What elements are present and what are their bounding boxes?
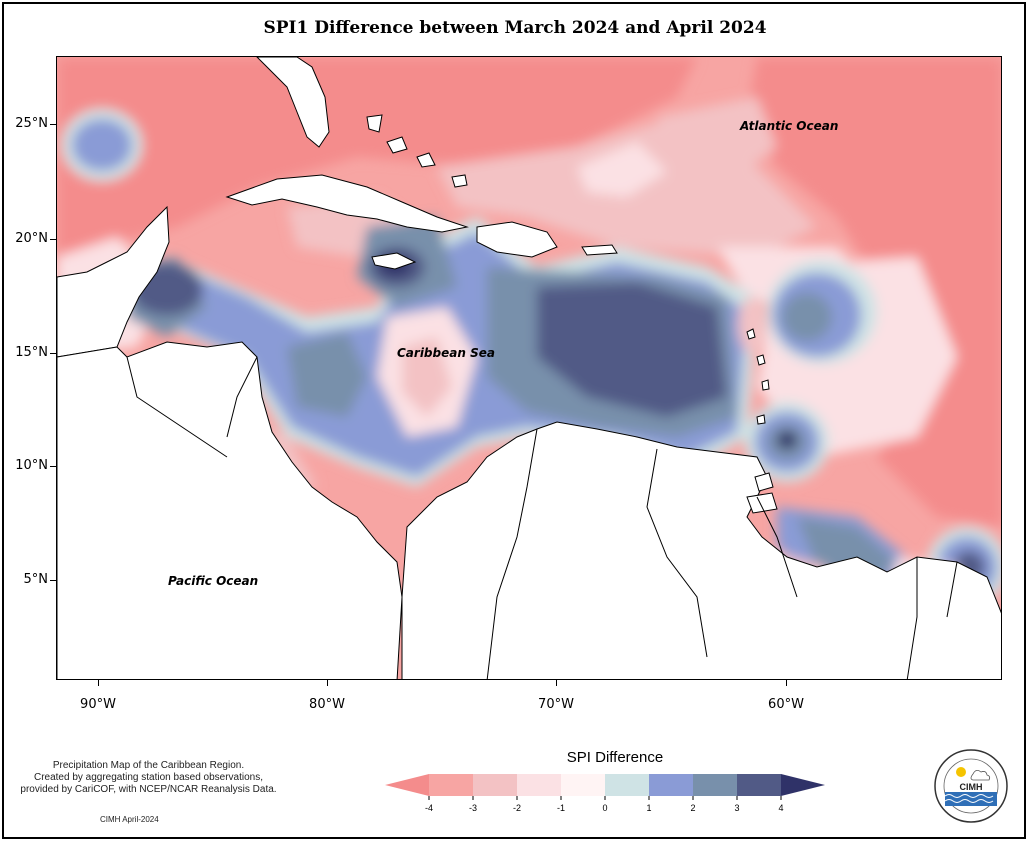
y-tick [50, 239, 56, 240]
y-tick [50, 580, 56, 581]
y-axis-label: 10°N [15, 458, 48, 473]
cloud-icon [970, 770, 991, 781]
legend-tick-label: -1 [556, 803, 565, 813]
spi-map-canvas [57, 57, 1001, 679]
credit-line: provided by CariCOF, with NCEP/NCAR Rean… [20, 784, 277, 795]
land-masses [57, 57, 1001, 679]
pacific-ocean-label: Pacific Ocean [168, 574, 259, 588]
legend-tick-label: 1 [646, 803, 652, 813]
credit-line: Created by aggregating station based obs… [33, 772, 264, 783]
sun-icon [956, 767, 966, 777]
legend-swatch [649, 774, 693, 796]
legend-tick-label: -4 [424, 803, 433, 813]
legend-tick-label: -2 [512, 803, 521, 813]
credits-date: CIMH April-2024 [100, 815, 159, 824]
cimh-logo-graphic: CIMH [934, 749, 1008, 823]
spi-map [56, 56, 1002, 680]
legend-swatch [473, 774, 517, 796]
credit-line: Precipitation Map of the Caribbean Regio… [52, 760, 245, 771]
water-icon [945, 792, 997, 806]
legend-tick-label: 0 [602, 803, 608, 813]
x-tick [327, 680, 328, 686]
x-axis-label: 70°W [538, 697, 574, 712]
y-tick [50, 466, 56, 467]
cimh-logo: CIMH [933, 748, 1009, 824]
credits-text: Precipitation Map of the Caribbean Regio… [6, 760, 291, 796]
legend-swatch [737, 774, 781, 796]
legend-arrow-high [781, 774, 825, 796]
legend-tick-label: -3 [468, 803, 477, 813]
logo-text: CIMH [960, 782, 983, 792]
y-axis-label: 20°N [15, 231, 48, 246]
legend-arrow-low [385, 774, 429, 796]
y-axis-label: 5°N [23, 572, 49, 587]
x-axis-label: 80°W [309, 697, 345, 712]
color-legend: -4 -3 -2 -1 0 1 2 3 4 [380, 770, 830, 813]
legend-title: SPI Difference [566, 749, 664, 766]
x-tick [98, 680, 99, 686]
y-axis-label: 15°N [15, 345, 48, 360]
legend-tick-label: 2 [690, 803, 696, 813]
legend-tick-label: 4 [778, 803, 784, 813]
legend-swatch [517, 774, 561, 796]
y-tick [50, 353, 56, 354]
x-tick [556, 680, 557, 686]
y-tick [50, 124, 56, 125]
legend-tick-label: 3 [734, 803, 740, 813]
legend-colorbar [385, 774, 825, 800]
caribbean-sea-label: Caribbean Sea [397, 346, 495, 360]
country-borders [126, 356, 958, 679]
legend-swatch [693, 774, 737, 796]
atlantic-ocean-label: Atlantic Ocean [740, 119, 839, 133]
legend-swatch [429, 774, 473, 796]
x-axis-label: 60°W [768, 697, 804, 712]
x-tick [786, 680, 787, 686]
x-axis-label: 90°W [80, 697, 116, 712]
legend-swatch [561, 774, 605, 796]
y-axis-label: 25°N [15, 116, 48, 131]
map-title: SPI1 Difference between March 2024 and A… [263, 18, 767, 38]
legend-swatch [605, 774, 649, 796]
